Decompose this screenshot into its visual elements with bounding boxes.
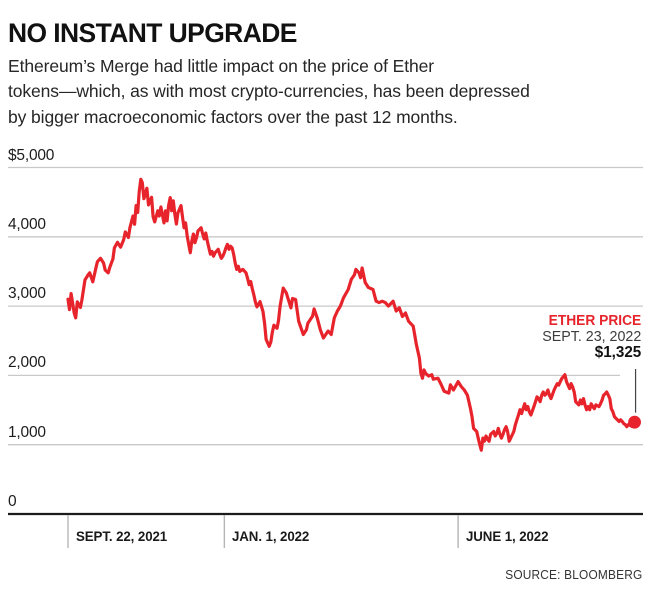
y-axis-label: 4,000 bbox=[8, 215, 46, 233]
ether-price-line bbox=[66, 177, 637, 452]
subtitle-line-1: Ethereum’s Merge had little impact on th… bbox=[8, 56, 434, 76]
y-axis-label: $5,000 bbox=[8, 146, 55, 164]
ether-price-annotation: ETHER PRICE SEPT. 23, 2022 $1,325 bbox=[542, 314, 641, 361]
subtitle-line-3: by bigger macroeconomic factors over the… bbox=[8, 106, 458, 127]
last-price-dot bbox=[628, 415, 641, 429]
y-axis-label: 1,000 bbox=[8, 423, 46, 441]
subtitle-line-2: tokens—which, as with most crypto-curren… bbox=[8, 81, 530, 102]
annotation-series-label: ETHER PRICE bbox=[548, 313, 641, 329]
chart-subtitle: Ethereum’s Merge had little impact on th… bbox=[8, 54, 530, 130]
source-credit: SOURCE: BLOOMBERG bbox=[504, 568, 642, 582]
x-axis-label: JAN. 1, 2022 bbox=[232, 528, 310, 544]
y-axis-label: 3,000 bbox=[8, 285, 46, 303]
annotation-price: $1,325 bbox=[594, 344, 641, 361]
y-axis-label: 0 bbox=[8, 493, 17, 510]
chart-title: NO INSTANT UPGRADE bbox=[8, 18, 297, 48]
x-axis-label: JUNE 1, 2022 bbox=[466, 528, 549, 544]
x-axis-label: SEPT. 22, 2021 bbox=[76, 528, 168, 544]
y-axis-label: 2,000 bbox=[8, 354, 46, 372]
annotation-date: SEPT. 23, 2022 bbox=[541, 328, 641, 345]
